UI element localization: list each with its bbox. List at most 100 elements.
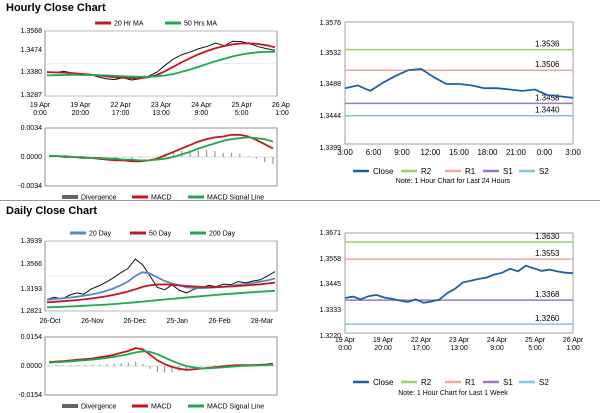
chart-note: Note: 1 Hour Chart for Last 1 Week <box>398 390 508 397</box>
y-tick-label: 1.3558 <box>320 256 342 263</box>
y-tick-label: 1.3333 <box>320 307 342 314</box>
y-tick-label: 1.3532 <box>320 50 342 57</box>
y-tick-label: 1.3939 <box>21 238 43 245</box>
legend-r2: R2 <box>421 378 432 387</box>
level-s2-label: 1.3260 <box>535 314 560 323</box>
x-tick-label: 26 Apr <box>563 337 584 344</box>
hourly-macd-chart: 0.0034 0.0000 -0.0034 Divergence MACD MACD Si… <box>18 125 278 201</box>
x-tick-label: 26-Nov <box>81 318 104 325</box>
y-tick-label: 0.0154 <box>21 334 43 341</box>
x-tick-label: 9:00 <box>490 345 504 352</box>
y-tick-label: 0.0000 <box>21 154 43 161</box>
x-tick-label: 13:00 <box>450 345 468 352</box>
level-s2-label: 1.3440 <box>535 106 560 115</box>
legend-divergence-swatch <box>62 195 78 199</box>
x-tick-label: 25 Apr <box>525 337 546 344</box>
macd-signal-line <box>49 136 274 162</box>
legend-divergence: Divergence <box>81 195 117 201</box>
x-tick-label: 23 Apr <box>151 102 172 109</box>
y-tick-label: 1.3576 <box>320 20 342 27</box>
x-tick-label: 17:00 <box>412 345 430 352</box>
macd-signal-line <box>48 350 274 370</box>
x-tick-label: 25-Jan <box>166 318 188 325</box>
x-tick-label: 1:00 <box>275 110 289 117</box>
daily-macd-chart: 0.0154 0.0000 -0.0154 Divergence MACD MACD Si… <box>18 334 278 411</box>
level-r1-label: 1.3553 <box>535 249 560 258</box>
x-tick-label: 26-Oct <box>39 318 60 325</box>
hourly-price-chart: 1.3568 1.3474 1.3380 1.3287 20 Hr MA 50 Hrs M… <box>21 21 290 118</box>
legend-macd-signal: MACD Signal Line <box>207 195 264 201</box>
daily-sr-chart: 1.3671 1.3558 1.3445 1.3333 1.3220 1.3630 1.35… <box>320 230 584 397</box>
x-tick-label: 13:00 <box>152 110 170 117</box>
x-tick-label: 19 Apr <box>30 102 51 109</box>
legend-50-day: 50 Day <box>149 231 172 238</box>
x-tick-label: 24 Apr <box>191 102 212 109</box>
legend-20hr-ma: 20 Hr MA <box>114 21 144 28</box>
legend-macd: MACD <box>151 404 172 411</box>
legend-s2: S2 <box>539 378 549 387</box>
y-tick-label: 1.3220 <box>320 333 342 340</box>
hourly-section-title: Hourly Close Chart <box>6 2 106 14</box>
plot-area <box>344 232 574 334</box>
y-tick-label: 1.2821 <box>21 308 43 315</box>
ma-200-day-line <box>46 289 276 309</box>
x-tick-label: 24 Apr <box>487 337 508 344</box>
chart-note: Note: 1 Hour Chart for Last 24 Hours <box>396 178 511 185</box>
y-tick-label: 1.3474 <box>21 47 43 54</box>
y-tick-label: 1.3380 <box>21 69 43 76</box>
y-tick-label: 1.3444 <box>320 113 342 120</box>
x-tick-label: 3:00 <box>337 148 353 157</box>
x-tick-label: 1:00 <box>566 345 580 352</box>
y-tick-label: 1.3568 <box>21 28 43 35</box>
x-tick-label: 26 Apr <box>272 102 290 109</box>
close-price-line <box>46 258 276 300</box>
legend-divergence-swatch <box>62 404 78 408</box>
x-tick-label: 5:00 <box>528 345 542 352</box>
legend-close: Close <box>373 167 394 176</box>
section-divider <box>0 200 600 201</box>
y-tick-label: -0.0154 <box>18 392 42 399</box>
level-s1-label: 1.3458 <box>535 93 560 102</box>
level-r2-label: 1.3536 <box>535 40 560 49</box>
y-tick-label: 1.3399 <box>320 145 342 152</box>
y-tick-label: 1.3287 <box>21 92 43 99</box>
x-tick-label: 20:00 <box>72 110 90 117</box>
y-tick-label: 1.3488 <box>320 81 342 88</box>
legend-50hrs-ma: 50 Hrs MA <box>184 21 217 28</box>
ma-50-day-line <box>46 281 276 304</box>
legend-20-day: 20 Day <box>89 231 112 238</box>
x-tick-label: 15:00 <box>449 148 470 157</box>
level-s1-label: 1.3368 <box>535 290 560 299</box>
legend-200-day: 200 Day <box>209 231 236 238</box>
y-tick-label: 1.3566 <box>21 261 43 268</box>
x-tick-label: 12:00 <box>420 148 441 157</box>
x-tick-label: 0:00 <box>537 148 553 157</box>
hourly-sr-chart: 1.3576 1.3532 1.3488 1.3444 1.3399 1.3536 1.35… <box>320 20 582 185</box>
legend-s1: S1 <box>503 378 513 387</box>
x-tick-label: 21:00 <box>506 148 527 157</box>
x-tick-label: 9:00 <box>195 110 209 117</box>
x-tick-label: 26-Dec <box>124 318 147 325</box>
ma-20hr-line <box>46 42 276 80</box>
legend-close: Close <box>373 378 394 387</box>
close-line <box>344 67 574 99</box>
x-tick-label: 3:00 <box>565 148 581 157</box>
y-tick-label: 1.3671 <box>320 230 342 237</box>
ma-20-day-line <box>46 271 276 301</box>
y-tick-label: 0.0034 <box>21 125 43 132</box>
legend-r1: R1 <box>465 167 476 176</box>
x-tick-label: 28-Mar <box>251 318 274 325</box>
y-tick-label: 0.0000 <box>21 363 43 370</box>
legend-s1: S1 <box>503 167 513 176</box>
ma-50hrs-line <box>46 50 275 78</box>
level-r1-label: 1.3506 <box>535 60 560 69</box>
x-tick-label: 20:00 <box>374 345 392 352</box>
x-tick-label: 25 Apr <box>232 102 253 109</box>
x-tick-label: 19 Apr <box>70 102 91 109</box>
x-tick-label: 22 Apr <box>411 337 432 344</box>
level-r2-label: 1.3630 <box>535 232 560 241</box>
x-tick-label: 26-Feb <box>209 318 231 325</box>
plot-area <box>344 21 574 145</box>
y-tick-label: 1.3445 <box>320 281 342 288</box>
x-tick-label: 0:00 <box>33 110 47 117</box>
